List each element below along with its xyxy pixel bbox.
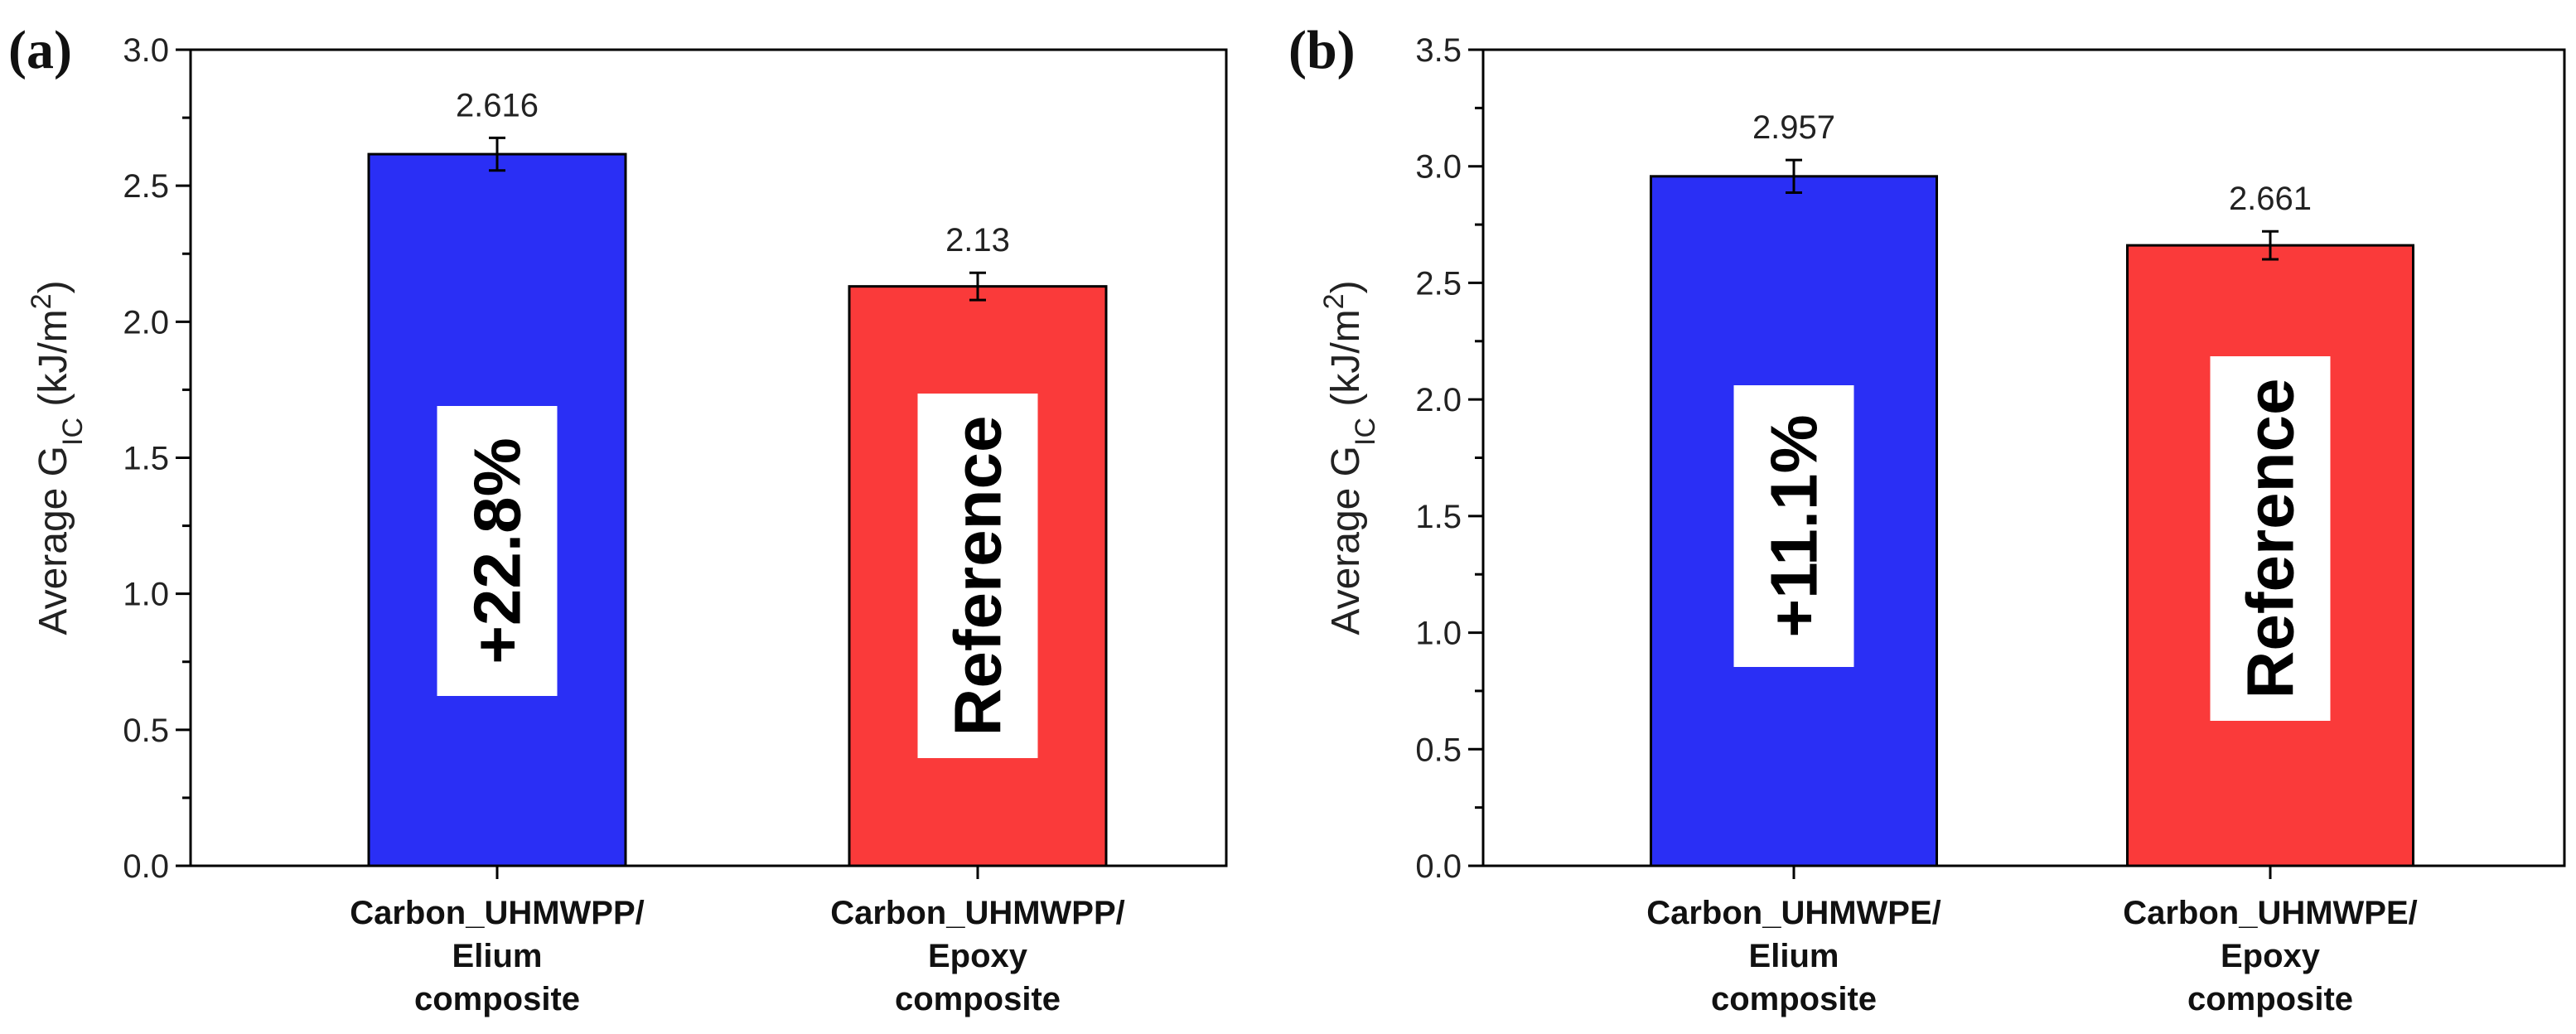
chart1-bar-note-box [2210, 356, 2331, 721]
chart0-y-tick-label: 0.0 [123, 848, 169, 885]
chart1-y-tick-label: 0.5 [1415, 732, 1462, 768]
chart0-panel-tag: (a) [8, 20, 72, 80]
chart0-category-label: Epoxy [928, 938, 1028, 974]
chart1-category-label: Epoxy [2221, 938, 2321, 974]
chart0-y-axis-label: Average GIC (kJ/m2) [26, 280, 89, 635]
chart0-category-label: composite [895, 981, 1061, 1017]
chart0-bar-note-box [917, 394, 1038, 758]
chart0-y-tick-label: 0.5 [123, 713, 169, 749]
chart1-value-label: 2.661 [2229, 181, 2312, 217]
chart0-bar-note: +22.8% [461, 437, 534, 664]
chart1-y-tick-label: 2.5 [1415, 265, 1462, 302]
chart1-y-tick-label: 3.0 [1415, 149, 1462, 186]
chart1-category-label: Elium [1749, 938, 1839, 974]
chart-panel-b: 0.0 0.5 1.0 1.5 2.0 2.5 3.0 3.5 Average GIC (kJ/… [1288, 20, 2566, 1017]
chart0-value-label: 2.13 [945, 222, 1010, 258]
chart1-panel-tag: (b) [1288, 20, 1356, 80]
chart1-y-axis-label: Average GIC (kJ/m2) [1318, 280, 1381, 635]
chart1-y-tick-label: 2.0 [1415, 382, 1462, 418]
chart1-category-label: composite [1711, 981, 1877, 1017]
chart1-bar-note: Reference [2234, 379, 2308, 699]
chart0-category-label: Carbon_UHMWPP/ [830, 895, 1125, 931]
chart1-y-tick-label: 1.0 [1415, 616, 1462, 652]
chart1-category-label: Carbon_UHMWPE/ [2123, 895, 2418, 931]
chart-panel-a: 0.0 0.5 1.0 1.5 2.0 2.5 3.0 Average GIC (kJ/m2)… [8, 20, 1228, 1017]
chart0-category-label: composite [414, 981, 580, 1017]
chart0-category-label: Carbon_UHMWPP/ [350, 895, 645, 931]
chart1-category-label: composite [2187, 981, 2353, 1017]
chart0-bar-note: Reference [941, 416, 1015, 737]
chart0-y-tick-label: 2.0 [123, 304, 169, 341]
chart1-value-label: 2.957 [1752, 109, 1835, 146]
chart1-y-tick-label: 0.0 [1415, 848, 1462, 885]
chart0-y-tick-label: 1.0 [123, 577, 169, 613]
chart0-y-tick-label: 2.5 [123, 168, 169, 205]
chart0-bar-note-box [437, 406, 558, 696]
chart1-bar-note-box [1733, 385, 1854, 667]
chart0-y-tick-label: 1.5 [123, 441, 169, 477]
chart1-bar-note: +11.1% [1757, 414, 1831, 637]
chart1-category-label: Carbon_UHMWPE/ [1646, 895, 1941, 931]
chart1-y-tick-label: 3.5 [1415, 32, 1462, 69]
chart0-value-label: 2.616 [456, 87, 539, 123]
chart1-y-tick-label: 1.5 [1415, 499, 1462, 535]
chart0-category-label: Elium [452, 938, 543, 974]
chart0-y-tick-label: 3.0 [123, 32, 169, 69]
